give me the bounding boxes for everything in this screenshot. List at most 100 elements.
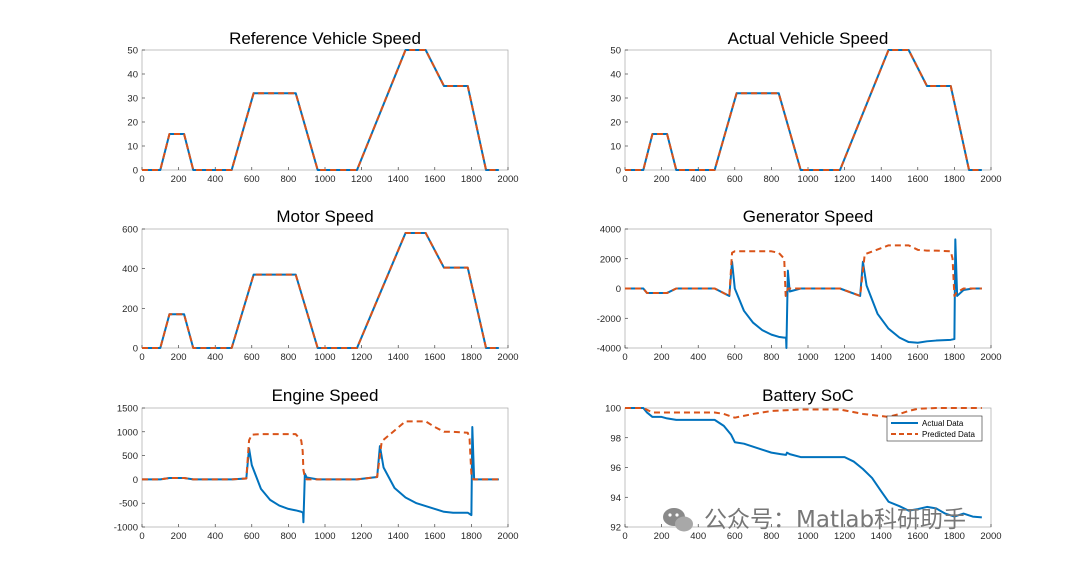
x-tick-label: 800 [280, 352, 296, 363]
x-tick-label: 200 [171, 174, 187, 185]
x-tick-label: 600 [244, 531, 260, 542]
x-tick-label: 1200 [834, 531, 855, 542]
x-tick-label: 1400 [388, 174, 409, 185]
y-tick-label: 0 [616, 166, 621, 177]
legend-label-actual: Actual Data [922, 419, 964, 428]
x-tick-label: 800 [280, 174, 296, 185]
x-tick-label: 0 [139, 531, 144, 542]
y-tick-label: 96 [610, 463, 621, 474]
series-predicted-line [625, 407, 982, 419]
x-tick-label: 200 [171, 352, 187, 363]
watermark-text: 公众号：Matlab科研助手 [704, 507, 966, 533]
x-tick-label: 0 [622, 352, 627, 363]
panel-actual-vehicle-speed: 0 200 400 600 800 1000 1200 1400 1600 1800 2000 0 10… [610, 29, 1001, 185]
y-tick-label: 20 [127, 118, 138, 129]
x-tick-label: 800 [763, 352, 779, 363]
legend: Actual Data Predicted Data [886, 415, 983, 442]
x-tick-label: 1800 [461, 174, 482, 185]
y-tick-label: 0 [133, 166, 138, 177]
chart-title: Reference Vehicle Speed [229, 29, 421, 48]
wechat-icon [663, 508, 693, 532]
x-tick-label: 800 [280, 531, 296, 542]
watermark: 公众号：Matlab科研助手 [663, 507, 966, 533]
x-tick-label: 2000 [980, 352, 1001, 363]
series-predicted-line [142, 49, 499, 171]
y-tick-label: 400 [122, 264, 138, 275]
x-tick-label: 1800 [944, 174, 965, 185]
x-tick-label: 400 [690, 174, 706, 185]
legend-label-predicted: Predicted Data [922, 430, 975, 439]
x-tick-label: 1200 [834, 352, 855, 363]
x-tick-label: 200 [171, 531, 187, 542]
x-tick-label: 200 [654, 352, 670, 363]
chart-title: Battery SoC [762, 386, 854, 405]
y-tick-label: 98 [610, 433, 621, 444]
series-predicted-line [625, 244, 982, 297]
panel-battery-soc: 0 200 400 600 800 1000 1200 1400 1600 1800 2000 92 9… [605, 386, 1001, 542]
x-tick-label: 1400 [871, 174, 892, 185]
y-tick-label: 200 [122, 304, 138, 315]
y-tick-label: 600 [122, 225, 138, 236]
x-tick-label: 1200 [351, 174, 372, 185]
x-tick-label: 1200 [351, 531, 372, 542]
x-tick-label: 1000 [314, 174, 335, 185]
y-tick-label: 30 [610, 94, 621, 105]
y-tick-label: -1000 [114, 523, 138, 534]
x-tick-label: 400 [207, 352, 223, 363]
y-tick-label: 20 [610, 118, 621, 129]
chart-title: Generator Speed [743, 207, 873, 226]
x-tick-label: 1600 [424, 174, 445, 185]
series-predicted-line [142, 231, 499, 349]
y-tick-label: 92 [610, 523, 621, 534]
x-tick-label: 1400 [871, 531, 892, 542]
y-tick-label: -2000 [597, 314, 621, 325]
x-tick-label: 1000 [797, 352, 818, 363]
x-tick-label: 1200 [351, 352, 372, 363]
x-tick-label: 1400 [388, 352, 409, 363]
y-tick-label: -4000 [597, 344, 621, 355]
x-tick-label: 1600 [907, 352, 928, 363]
chart-title: Engine Speed [272, 386, 379, 405]
x-tick-label: 600 [727, 352, 743, 363]
y-tick-label: 40 [610, 70, 621, 81]
series-actual-line [142, 426, 499, 524]
y-tick-label: 50 [610, 46, 621, 57]
y-tick-label: -500 [119, 499, 138, 510]
x-tick-label: 600 [244, 352, 260, 363]
x-tick-label: 400 [690, 352, 706, 363]
x-tick-label: 1200 [834, 174, 855, 185]
y-tick-label: 0 [616, 284, 621, 295]
x-tick-label: 2000 [497, 174, 518, 185]
x-tick-label: 1000 [797, 531, 818, 542]
x-tick-label: 0 [139, 174, 144, 185]
x-tick-label: 400 [207, 531, 223, 542]
x-tick-label: 1400 [388, 531, 409, 542]
x-tick-label: 2000 [980, 531, 1001, 542]
x-tick-label: 400 [690, 531, 706, 542]
panel-generator-speed: 0 200 400 600 800 1000 1200 1400 1600 1800 2000 -40… [597, 207, 1002, 363]
x-tick-label: 800 [763, 174, 779, 185]
y-tick-label: 4000 [600, 225, 621, 236]
panel-motor-speed: 0 200 400 600 800 1000 1200 1400 1600 1800 2000 0 20… [122, 207, 518, 363]
x-tick-label: 600 [244, 174, 260, 185]
x-tick-label: 1400 [871, 352, 892, 363]
y-tick-label: 500 [122, 451, 138, 462]
y-tick-label: 30 [127, 94, 138, 105]
y-tick-label: 40 [127, 70, 138, 81]
chart-title: Motor Speed [276, 207, 373, 226]
x-tick-label: 600 [727, 531, 743, 542]
legend-box [886, 415, 983, 442]
x-tick-label: 1600 [424, 352, 445, 363]
y-tick-label: 100 [605, 404, 621, 415]
x-tick-label: 400 [207, 174, 223, 185]
panel-reference-vehicle-speed: 0 200 400 600 800 1000 1200 1400 1600 1800 2000 0 10… [127, 29, 518, 185]
y-tick-label: 50 [127, 46, 138, 57]
x-tick-label: 200 [654, 174, 670, 185]
x-tick-label: 0 [139, 352, 144, 363]
x-tick-label: 2000 [497, 352, 518, 363]
x-tick-label: 1600 [907, 174, 928, 185]
x-tick-label: 2000 [980, 174, 1001, 185]
x-tick-label: 1000 [314, 531, 335, 542]
y-tick-label: 94 [610, 493, 621, 504]
